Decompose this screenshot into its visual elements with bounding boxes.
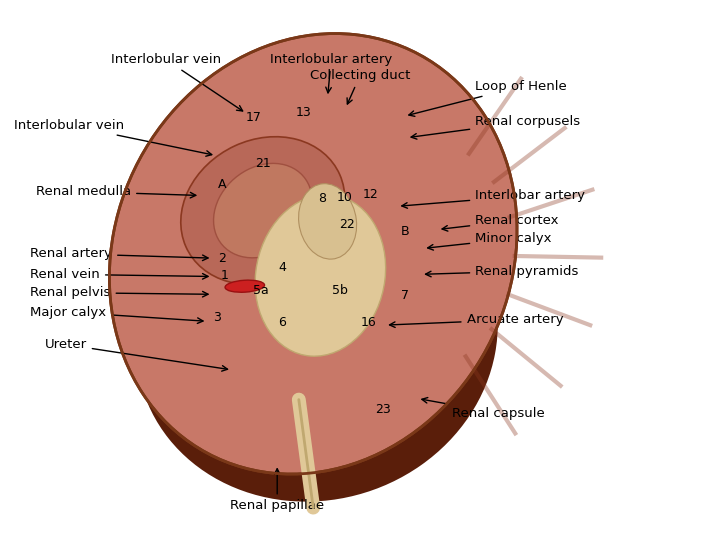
Ellipse shape [299, 184, 356, 259]
Ellipse shape [214, 164, 312, 258]
Text: Renal papillae: Renal papillae [230, 469, 324, 512]
Ellipse shape [255, 194, 386, 356]
Text: 10: 10 [336, 191, 352, 204]
Ellipse shape [225, 280, 264, 292]
Text: 7: 7 [400, 289, 409, 302]
Text: Collecting duct: Collecting duct [310, 69, 410, 104]
Text: Renal pyramids: Renal pyramids [426, 265, 579, 278]
Text: 8: 8 [318, 192, 327, 205]
Text: B: B [400, 225, 409, 238]
Text: 13: 13 [296, 106, 312, 119]
Text: 5b: 5b [332, 284, 348, 297]
Text: 1: 1 [221, 269, 228, 282]
Text: 23: 23 [375, 403, 391, 416]
Text: Minor calyx: Minor calyx [428, 232, 552, 250]
Text: Interlobular vein: Interlobular vein [111, 53, 243, 111]
Text: Renal vein: Renal vein [30, 268, 208, 281]
Text: Renal cortex: Renal cortex [442, 214, 559, 231]
Text: 5a: 5a [253, 284, 269, 297]
Text: 16: 16 [361, 316, 377, 329]
Text: Arcuate artery: Arcuate artery [390, 313, 563, 327]
Ellipse shape [181, 137, 345, 285]
Text: Renal capsule: Renal capsule [422, 397, 545, 420]
Text: 2: 2 [218, 252, 225, 265]
Text: Renal pelvis: Renal pelvis [30, 286, 208, 299]
Text: Loop of Henle: Loop of Henle [409, 80, 567, 116]
Text: Renal artery: Renal artery [30, 247, 208, 261]
Text: 4: 4 [279, 261, 286, 274]
Text: 22: 22 [339, 218, 355, 231]
Ellipse shape [109, 33, 517, 474]
Ellipse shape [136, 168, 498, 502]
Text: 17: 17 [246, 111, 261, 124]
Text: Interlobar artery: Interlobar artery [402, 189, 585, 208]
Text: 6: 6 [279, 316, 286, 329]
Text: 12: 12 [363, 188, 379, 201]
Text: Interlobular vein: Interlobular vein [14, 119, 212, 156]
Text: Major calyx: Major calyx [30, 306, 203, 323]
Text: 3: 3 [214, 311, 221, 324]
Text: Interlobular artery: Interlobular artery [270, 53, 392, 93]
Text: Renal corpusels: Renal corpusels [411, 115, 580, 139]
Text: Renal medulla: Renal medulla [36, 185, 196, 198]
Text: Ureter: Ureter [45, 338, 228, 371]
Text: 21: 21 [255, 157, 271, 170]
Text: A: A [217, 178, 226, 191]
